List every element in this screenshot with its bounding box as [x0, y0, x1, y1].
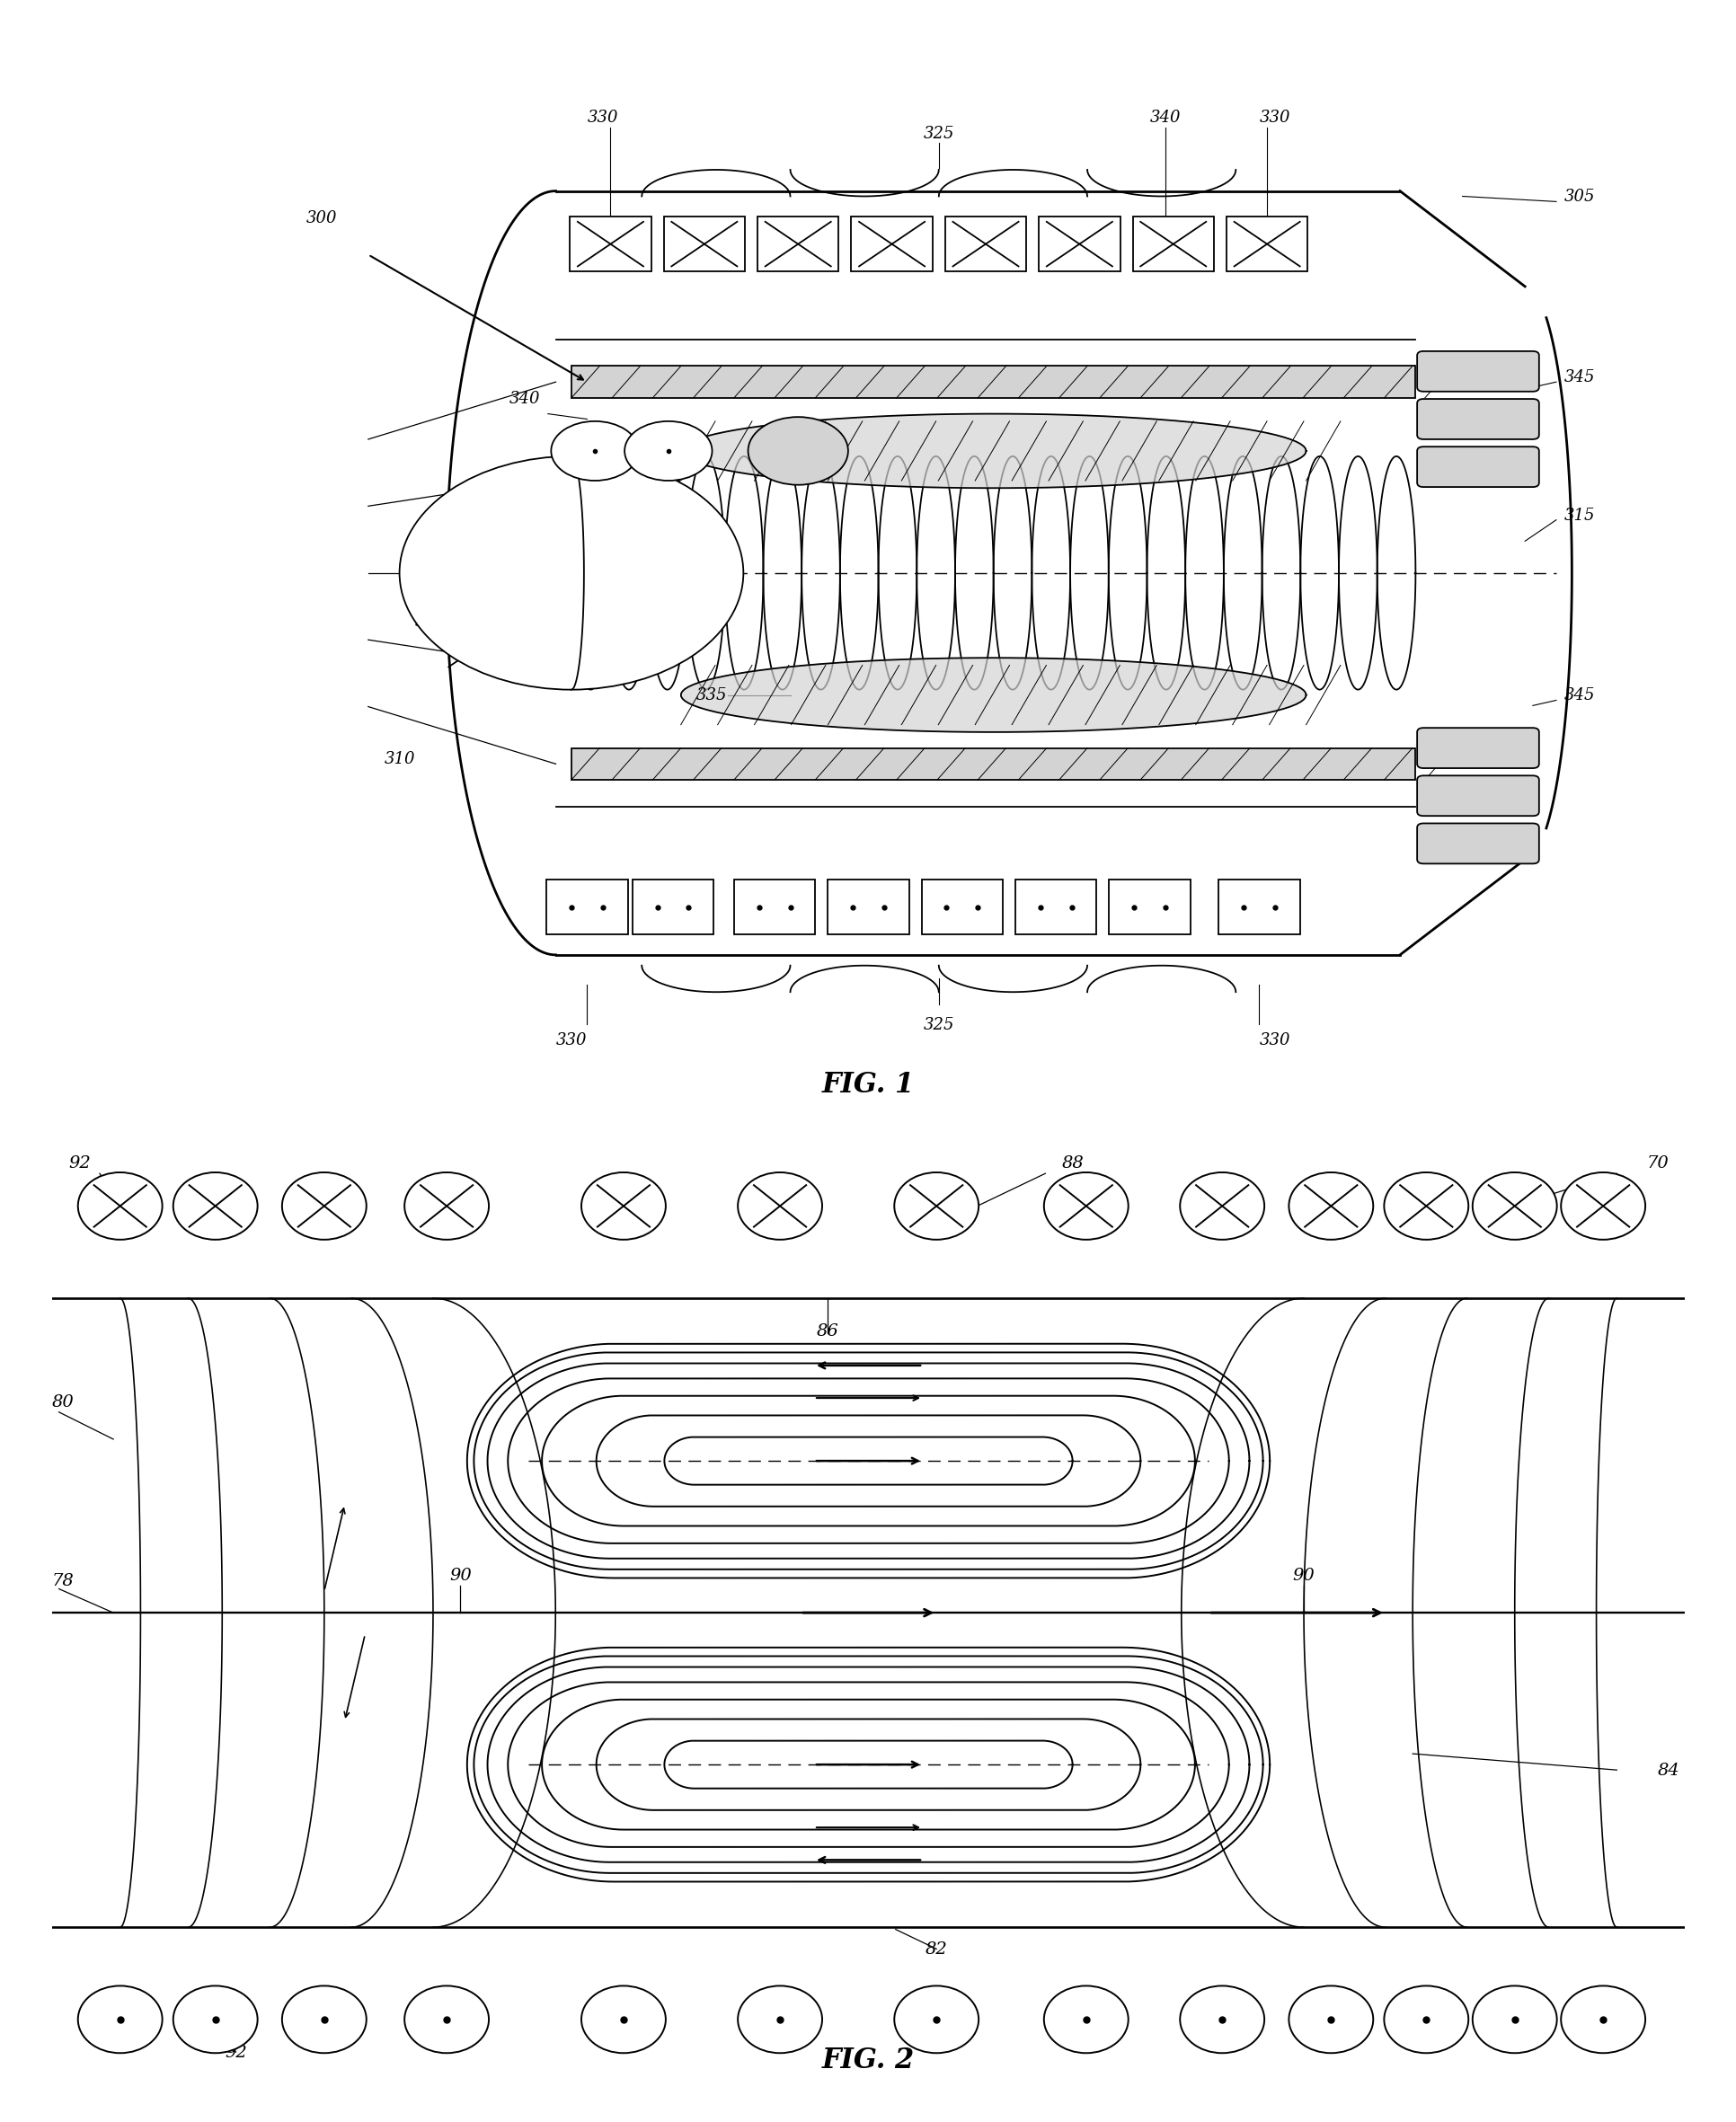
Bar [1038, 216, 1120, 272]
Text: 330: 330 [1259, 110, 1290, 125]
Circle shape [550, 422, 639, 482]
Circle shape [1384, 1171, 1467, 1239]
Circle shape [738, 1986, 821, 2054]
Bar [922, 879, 1002, 934]
Text: 345: 345 [1564, 688, 1594, 705]
FancyBboxPatch shape [1417, 823, 1538, 864]
Bar [734, 879, 814, 934]
Text: 330: 330 [556, 1033, 587, 1048]
Bar [632, 879, 713, 934]
Text: 90: 90 [1292, 1568, 1314, 1583]
Circle shape [1179, 1986, 1264, 2054]
Text: 92: 92 [224, 2046, 247, 2060]
Text: 70: 70 [1646, 1156, 1668, 1171]
Circle shape [404, 1171, 488, 1239]
Circle shape [404, 1986, 488, 2054]
Circle shape [738, 1171, 821, 1239]
Text: 300: 300 [306, 210, 337, 227]
Circle shape [894, 1171, 977, 1239]
Circle shape [399, 456, 743, 690]
Text: 84: 84 [1656, 1763, 1679, 1778]
Text: 88: 88 [1061, 1156, 1083, 1171]
Polygon shape [681, 414, 1305, 488]
Circle shape [1384, 1986, 1467, 2054]
Text: 86: 86 [816, 1324, 838, 1339]
Circle shape [1179, 1171, 1264, 1239]
Circle shape [174, 1986, 257, 2054]
Text: 92: 92 [68, 1156, 90, 1171]
Circle shape [1561, 1171, 1644, 1239]
Bar [851, 216, 932, 272]
Circle shape [1472, 1171, 1555, 1239]
Text: 78: 78 [52, 1572, 75, 1589]
Circle shape [78, 1171, 161, 1239]
FancyBboxPatch shape [1417, 399, 1538, 439]
Circle shape [625, 422, 712, 482]
Text: 340: 340 [509, 390, 540, 407]
Text: 330: 330 [587, 110, 618, 125]
Circle shape [1043, 1986, 1128, 2054]
Bar [1109, 879, 1189, 934]
Text: FIG. 2: FIG. 2 [821, 2048, 915, 2075]
Text: 335: 335 [696, 688, 727, 705]
Text: 325: 325 [924, 1016, 953, 1033]
Text: 80: 80 [52, 1394, 75, 1411]
Bar [1016, 879, 1095, 934]
Circle shape [582, 1986, 665, 2054]
FancyBboxPatch shape [1417, 352, 1538, 393]
Bar [571, 749, 1415, 781]
Bar [663, 216, 745, 272]
Circle shape [1288, 1986, 1373, 2054]
Bar [569, 216, 651, 272]
Circle shape [281, 1986, 366, 2054]
Circle shape [174, 1171, 257, 1239]
Bar [1132, 216, 1213, 272]
Text: 325: 325 [924, 125, 953, 142]
Bar [1226, 216, 1307, 272]
Text: FIG. 1: FIG. 1 [821, 1072, 915, 1099]
Text: 90: 90 [450, 1568, 470, 1583]
Text: 315: 315 [1564, 507, 1594, 524]
Circle shape [1288, 1171, 1373, 1239]
Circle shape [1043, 1171, 1128, 1239]
Text: 82: 82 [925, 1942, 948, 1959]
Text: 340: 340 [1149, 110, 1180, 125]
Polygon shape [681, 658, 1305, 732]
Circle shape [281, 1171, 366, 1239]
Bar [757, 216, 838, 272]
Bar [944, 216, 1026, 272]
FancyBboxPatch shape [1417, 448, 1538, 488]
Text: 305: 305 [1564, 189, 1594, 206]
Text: 330: 330 [1259, 1033, 1290, 1048]
Bar [547, 879, 627, 934]
FancyBboxPatch shape [1417, 728, 1538, 768]
Text: 345: 345 [1564, 369, 1594, 386]
Circle shape [1561, 1986, 1644, 2054]
Circle shape [1472, 1986, 1555, 2054]
Circle shape [748, 416, 847, 486]
Bar [571, 365, 1415, 399]
Circle shape [894, 1986, 977, 2054]
Text: 320: 320 [415, 613, 446, 630]
FancyBboxPatch shape [1417, 777, 1538, 817]
Bar [828, 879, 908, 934]
Circle shape [78, 1986, 161, 2054]
Text: 310: 310 [384, 751, 415, 768]
Circle shape [582, 1171, 665, 1239]
Bar [1219, 879, 1299, 934]
